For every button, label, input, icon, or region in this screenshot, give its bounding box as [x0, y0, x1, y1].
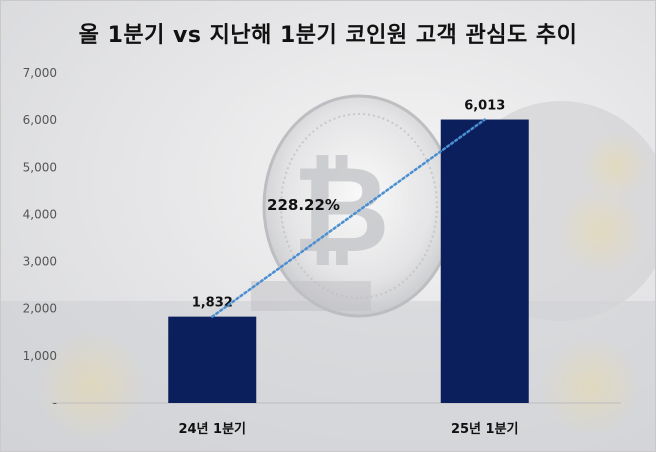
- x-tick-label: 25년 1분기: [451, 422, 519, 437]
- y-tick-label: 3,000: [23, 255, 57, 269]
- y-tick-label: 4,000: [23, 207, 57, 221]
- bar-value-label: 6,013: [464, 99, 505, 114]
- y-tick-label: 6,000: [23, 113, 57, 127]
- y-tick-label: 2,000: [23, 302, 57, 316]
- chart-title: 올 1분기 vs 지난해 1분기 코인원 고객 관심도 추이: [78, 23, 578, 48]
- y-tick-label: 5,000: [23, 160, 57, 174]
- y-tick-label: -: [53, 396, 57, 410]
- bar-value-label: 1,832: [192, 296, 233, 311]
- svg-text:₿: ₿: [292, 141, 390, 280]
- bar: [440, 119, 529, 403]
- x-tick-label: 24년 1분기: [178, 422, 246, 437]
- bar: [168, 316, 257, 403]
- y-tick-label: 7,000: [23, 66, 57, 80]
- growth-percent-label: 228.22%: [267, 196, 340, 214]
- y-tick-label: 1,000: [23, 349, 57, 363]
- trend-line: [211, 118, 486, 318]
